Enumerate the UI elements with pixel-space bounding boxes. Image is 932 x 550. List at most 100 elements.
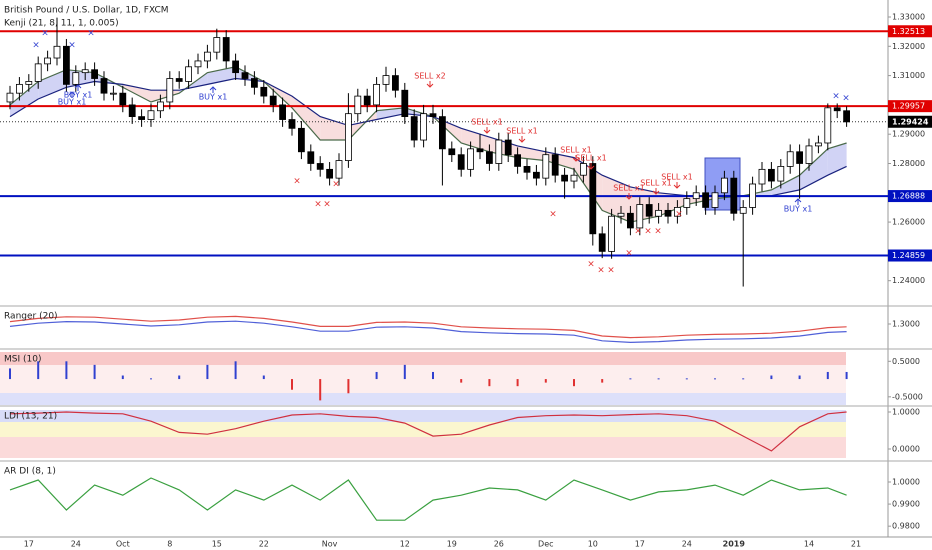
candle-body [655,209,662,217]
panel-title: Ranger (20) [4,312,58,322]
candle-body [279,104,287,120]
candle-body [815,142,822,147]
signal-arrow [426,81,434,88]
y-tick-label: 1.3000 [892,320,920,329]
x-tick-label: 8 [167,540,172,549]
y-tick-label: 1.31000 [892,71,925,80]
msi-bar [347,379,350,394]
msi-bar [375,371,378,380]
candle-body [777,166,785,182]
candle-body [326,168,334,179]
candle-body [730,177,738,214]
x-tick-label: 14 [804,540,814,549]
level-label-box [888,25,932,38]
level-label-box [888,190,932,203]
buy-mark: × [41,29,49,39]
chart-title: British Pound / U.S. Dollar, 1D, FXCM [4,6,169,16]
msi-bar [234,361,237,380]
msi-bar [573,379,575,387]
candle-body [44,57,51,65]
candle-body [241,72,249,79]
msi-bar [742,378,745,380]
y-tick-label: 0.0000 [892,445,920,454]
indicator-line [9,320,847,344]
msi-bar [601,379,604,383]
signal-arrow [673,182,681,189]
indicator-line [9,411,847,452]
candle-body [786,151,794,167]
x-tick-label: 2019 [723,540,746,549]
candle-body [551,154,559,176]
level-label: 1.24859 [892,251,925,260]
sell-mark: × [587,260,595,270]
candle-body [683,198,691,208]
candle-body [401,89,409,118]
candle-body [156,101,164,112]
kenji-fill [827,142,847,176]
candle-body [72,72,80,85]
kenji-fill [517,145,546,161]
x-tick-label: 10 [588,540,598,549]
signal-arrow [483,127,491,134]
sell-signal: SELL x1 [471,118,502,127]
msi-bar [629,378,632,380]
candle-body [627,212,634,229]
kenji-fill [461,128,490,152]
sell-mark: × [549,210,557,220]
level-label-box [888,249,932,262]
msi-bar [65,361,68,380]
indicator-line [9,477,847,521]
y-tick-label: 0.9800 [892,522,920,531]
candle-body [711,192,719,208]
msi-bar [845,371,848,380]
candle-body [147,110,155,120]
buy-mark: × [87,29,95,39]
candle-body [523,166,531,173]
x-tick-label: 19 [447,540,457,549]
sell-mark: × [597,266,605,276]
buy-signal: BUY x1 [784,205,813,214]
candle-body [288,119,296,129]
sell-mark: × [675,210,683,220]
candle-body [269,95,277,106]
msi-bar [121,375,124,380]
sell-signal: SELL x1 [506,127,537,136]
candle-body [175,78,183,82]
candle-body [185,66,193,82]
candle-body [297,127,305,153]
candle-body [768,168,775,182]
msi-mid-zone [0,365,846,393]
candle-body [580,163,587,176]
candle-body [363,95,371,106]
msi-bar [291,379,293,390]
msi-bar [178,375,181,380]
buy-mark: × [832,92,840,102]
x-tick-label: 22 [259,540,269,549]
candle-body [373,83,381,106]
msi-bar [37,361,40,380]
msi-bar [657,378,660,380]
signal-arrow [209,86,217,93]
last-price-box [888,115,932,128]
ldi-mid-zone [0,422,846,437]
sell-mark: × [293,177,301,187]
candle-body [739,207,747,214]
msi-bar [319,379,322,401]
y-tick-label: 1.24000 [892,276,925,285]
buy-mark: × [842,94,850,104]
sell-mark: × [625,249,633,259]
candle-body [504,139,512,156]
candle-body [119,92,127,106]
candle-body [645,204,653,217]
candle-body [213,37,221,53]
y-tick-label: -0.5000 [892,392,923,401]
candle-body [598,233,606,252]
msi-bar [150,378,152,380]
msi-bar [460,379,463,383]
candle-body [354,95,362,115]
candle-body [260,86,268,97]
msi-bar [826,371,829,380]
candle-body [692,192,700,200]
candle-body [636,204,644,229]
candle-body [194,60,202,68]
